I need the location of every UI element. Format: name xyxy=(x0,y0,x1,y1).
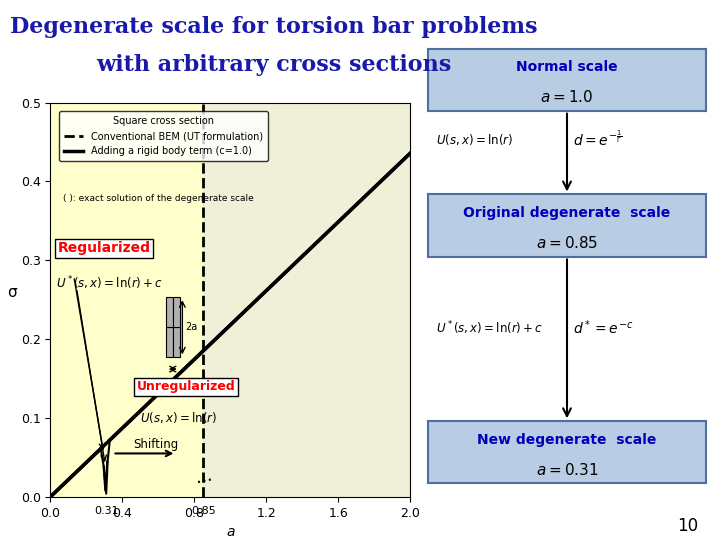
Text: 2a: 2a xyxy=(185,322,197,332)
Text: Original degenerate  scale: Original degenerate scale xyxy=(464,206,670,220)
Text: Unregularized: Unregularized xyxy=(137,380,235,393)
Text: Normal scale: Normal scale xyxy=(516,60,618,74)
X-axis label: a: a xyxy=(226,525,235,539)
Bar xyxy=(166,298,173,327)
Bar xyxy=(173,298,180,327)
Text: $U^*(s,x) = \ln(r)+c$: $U^*(s,x) = \ln(r)+c$ xyxy=(56,274,163,292)
Text: Degenerate scale for torsion bar problems: Degenerate scale for torsion bar problem… xyxy=(10,16,537,38)
Legend: Conventional BEM (UT formulation), Adding a rigid body term (c=1.0): Conventional BEM (UT formulation), Addin… xyxy=(59,111,268,161)
Text: Shifting: Shifting xyxy=(133,438,179,451)
Text: $a = 1.0$: $a = 1.0$ xyxy=(541,89,593,105)
Text: New degenerate  scale: New degenerate scale xyxy=(477,433,657,447)
Text: Regularized: Regularized xyxy=(58,241,150,255)
Text: $U(s,x) = \ln(r)$: $U(s,x) = \ln(r)$ xyxy=(436,132,513,146)
Text: ( ): exact solution of the degenerate scale: ( ): exact solution of the degenerate sc… xyxy=(63,194,253,203)
Text: $d = e^{-\frac{1}{\Gamma}}$: $d = e^{-\frac{1}{\Gamma}}$ xyxy=(572,130,622,148)
Text: $a = 0.85$: $a = 0.85$ xyxy=(536,235,598,251)
Text: $U^*(s,x) = \ln(r)+c$: $U^*(s,x) = \ln(r)+c$ xyxy=(436,319,543,337)
Text: 10: 10 xyxy=(678,517,698,535)
Text: $U(s,x) = \ln(r)$: $U(s,x) = \ln(r)$ xyxy=(140,410,217,425)
Text: 0.85: 0.85 xyxy=(191,506,216,516)
Text: $d^* = e^{-c}$: $d^* = e^{-c}$ xyxy=(572,319,633,338)
Bar xyxy=(204,103,410,497)
Text: 2a: 2a xyxy=(166,381,179,391)
Bar xyxy=(166,327,173,357)
Y-axis label: σ: σ xyxy=(7,285,17,300)
Text: with arbitrary cross sections: with arbitrary cross sections xyxy=(96,54,451,76)
Bar xyxy=(50,103,204,497)
Text: 0.31: 0.31 xyxy=(94,506,119,516)
Text: $a = 0.31$: $a = 0.31$ xyxy=(536,462,598,478)
Bar xyxy=(173,327,180,357)
